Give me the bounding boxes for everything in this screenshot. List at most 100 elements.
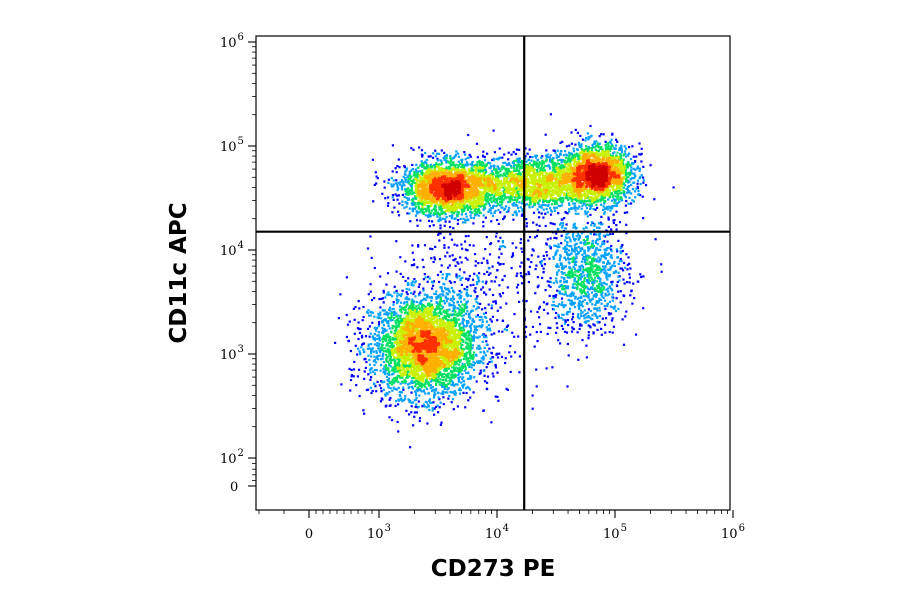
event-dot — [464, 306, 466, 308]
event-dot — [545, 204, 547, 206]
event-dot — [626, 172, 628, 174]
event-dot — [452, 304, 454, 306]
event-dot — [561, 267, 563, 269]
event-dot — [484, 307, 486, 309]
event-dot — [622, 279, 624, 281]
event-dot — [624, 150, 626, 152]
event-dot — [599, 280, 601, 282]
event-dot — [475, 316, 477, 318]
event-dot — [408, 193, 410, 195]
event-dot — [452, 227, 454, 229]
event-dot — [616, 141, 618, 143]
event-dot — [455, 392, 457, 394]
event-dot — [492, 266, 494, 268]
event-dot — [389, 327, 391, 329]
event-dot — [393, 207, 395, 209]
event-dot — [449, 314, 451, 316]
event-dot — [433, 389, 435, 391]
event-dot — [578, 246, 580, 248]
event-dot — [446, 315, 448, 317]
event-dot — [561, 235, 563, 237]
event-dot — [371, 299, 373, 301]
event-dot — [508, 351, 510, 353]
event-dot — [476, 380, 478, 382]
event-dot — [438, 153, 440, 155]
event-dot — [415, 205, 417, 207]
event-dot — [380, 390, 382, 392]
event-dot — [606, 283, 608, 285]
event-dot — [451, 401, 453, 403]
event-dot — [448, 316, 450, 318]
event-dot — [556, 274, 558, 276]
event-dot — [572, 313, 574, 315]
event-dot — [554, 317, 556, 319]
event-dot — [453, 313, 455, 315]
event-dot — [580, 315, 582, 317]
event-dot — [570, 207, 572, 209]
event-dot — [527, 153, 529, 155]
event-dot — [439, 381, 441, 383]
event-dot — [387, 291, 389, 293]
event-dot — [593, 332, 595, 334]
event-dot — [611, 139, 613, 141]
event-dot — [571, 275, 573, 277]
event-dot — [604, 270, 606, 272]
event-dot — [480, 316, 482, 318]
event-dot — [558, 269, 560, 271]
event-dot — [539, 163, 541, 165]
event-dot — [585, 345, 587, 347]
event-dot — [529, 236, 531, 238]
event-dot — [403, 318, 405, 320]
event-dot — [601, 197, 603, 199]
event-dot — [498, 256, 500, 258]
event-dot — [376, 356, 378, 358]
event-dot — [435, 377, 437, 379]
event-dot — [414, 399, 416, 401]
event-dot — [504, 328, 506, 330]
event-dot — [555, 265, 557, 267]
event-dot — [470, 284, 472, 286]
event-dot — [406, 315, 408, 317]
event-dot — [410, 180, 412, 182]
event-dot — [553, 282, 555, 284]
event-dot — [518, 301, 520, 303]
event-dot — [563, 306, 565, 308]
event-dot — [427, 205, 429, 207]
event-dot — [574, 198, 576, 200]
event-dot — [460, 243, 462, 245]
event-dot — [624, 212, 626, 214]
event-dot — [358, 300, 360, 302]
event-dot — [478, 345, 480, 347]
event-dot — [496, 200, 498, 202]
event-dot — [629, 267, 631, 269]
event-dot — [596, 285, 598, 287]
event-dot — [440, 424, 442, 426]
event-dot — [447, 383, 449, 385]
event-dot — [577, 315, 579, 317]
event-dot — [452, 295, 454, 297]
event-dot — [432, 407, 434, 409]
event-dot — [586, 316, 588, 318]
event-dot — [562, 328, 564, 330]
event-dot — [404, 395, 406, 397]
event-dot — [547, 211, 549, 213]
event-dot — [506, 211, 508, 213]
event-dot — [631, 145, 633, 147]
event-dot — [587, 288, 589, 290]
event-dot — [500, 295, 502, 297]
event-dot — [560, 198, 562, 200]
event-dot — [574, 306, 576, 308]
event-dot — [429, 296, 431, 298]
event-dot — [434, 246, 436, 248]
event-dot — [389, 399, 391, 401]
event-dot — [366, 311, 368, 313]
event-dot — [441, 386, 443, 388]
event-dot — [392, 304, 394, 306]
event-dot — [441, 286, 443, 288]
event-dot — [584, 256, 586, 258]
event-dot — [457, 301, 459, 303]
event-dot — [458, 275, 460, 277]
event-dot — [489, 288, 491, 290]
event-dot — [432, 285, 434, 287]
event-dot — [607, 247, 609, 249]
